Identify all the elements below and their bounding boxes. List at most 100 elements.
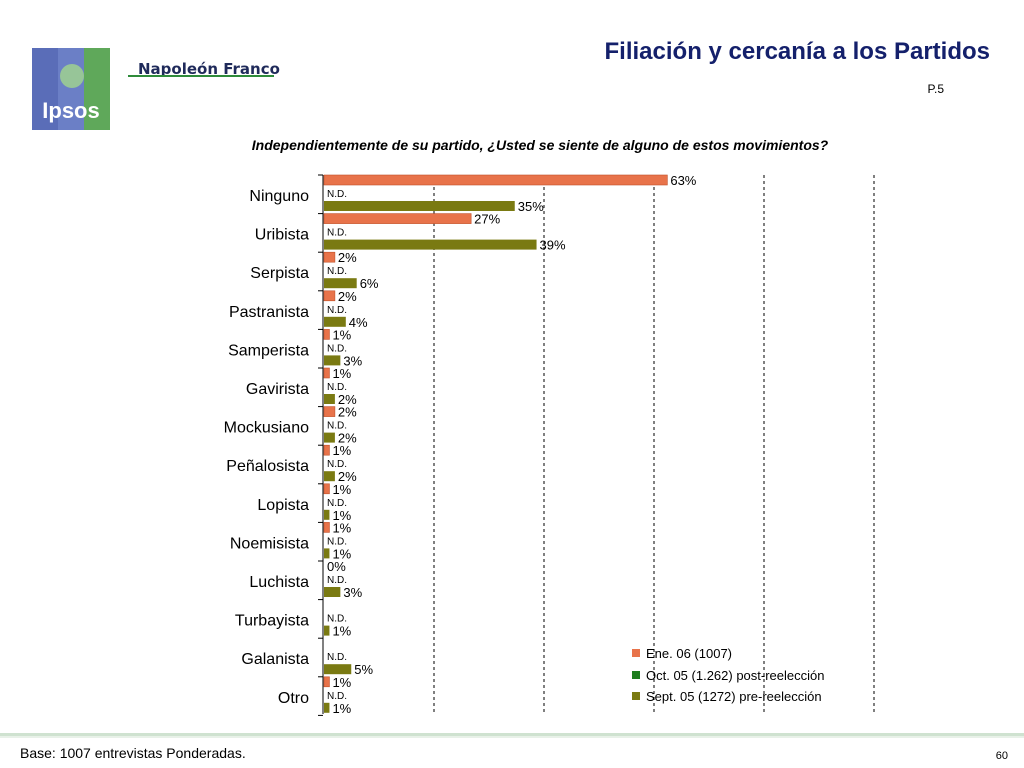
- nd-label: N.D.: [327, 652, 347, 663]
- category-label: Lopista: [257, 497, 309, 514]
- legend-item-oct: Oct. 05 (1.262) post-reelección: [632, 668, 824, 683]
- data-label: 2%: [338, 405, 357, 420]
- category-label: Serpista: [250, 265, 309, 282]
- data-label: 1%: [332, 701, 351, 716]
- data-label: 35%: [518, 199, 544, 214]
- bar-0: [323, 251, 336, 263]
- data-label: 27%: [474, 212, 500, 227]
- brand-underline: [128, 75, 274, 77]
- category-label: Noemisista: [230, 535, 309, 552]
- legend-label-sept: Sept. 05 (1272) pre-reelección: [646, 689, 822, 704]
- data-label: 63%: [670, 173, 696, 188]
- category-label: Luchista: [249, 574, 309, 591]
- category-label: Gavirista: [246, 381, 309, 398]
- data-label: 1%: [332, 675, 351, 690]
- bar-0: [323, 213, 472, 224]
- data-label: 3%: [343, 353, 362, 368]
- page-reference: P.5: [927, 82, 944, 96]
- data-label: 2%: [338, 392, 357, 407]
- bar-2: [324, 548, 330, 559]
- nd-label: N.D.: [327, 421, 347, 432]
- nd-label: N.D.: [327, 382, 347, 393]
- nd-label: N.D.: [327, 189, 347, 200]
- data-label: 2%: [338, 469, 357, 484]
- nd-label: N.D.: [327, 536, 347, 547]
- legend-label-ene: Ene. 06 (1007): [646, 646, 733, 661]
- legend-swatch-ene: [632, 649, 640, 657]
- data-label: 39%: [540, 238, 566, 253]
- bar-0: [323, 367, 330, 379]
- slide-number: 60: [995, 750, 1008, 762]
- data-label: 6%: [360, 276, 379, 291]
- bar-0: [323, 290, 336, 302]
- data-label: 2%: [338, 289, 357, 304]
- bar-2: [324, 702, 330, 713]
- bar-2: [324, 201, 515, 211]
- bar-2: [324, 587, 341, 597]
- bar-0: [323, 444, 330, 456]
- nd-label: N.D.: [327, 614, 347, 625]
- bar-0: [323, 483, 330, 495]
- data-label: 4%: [349, 315, 368, 330]
- bar-2: [324, 355, 341, 366]
- footer-divider-shadow: [0, 736, 1024, 738]
- data-label: 1%: [332, 508, 351, 523]
- bar-2: [324, 394, 335, 404]
- bar-0: [323, 676, 330, 688]
- page-title: Filiación y cercanía a los Partidos: [604, 38, 991, 65]
- data-label: 2%: [338, 250, 357, 265]
- data-label: 1%: [332, 443, 351, 458]
- category-label: Galanista: [241, 651, 309, 668]
- legend-item-sept: Sept. 05 (1272) pre-reelección: [632, 689, 822, 704]
- legend-swatch-oct: [632, 671, 640, 679]
- base-note: Base: 1007 entrevistas Ponderadas.: [20, 745, 246, 761]
- category-label: Peñalosista: [226, 458, 309, 475]
- bar-0: [323, 522, 330, 533]
- nd-label: N.D.: [327, 575, 347, 586]
- data-label: 2%: [338, 431, 357, 446]
- bar-2: [324, 432, 335, 443]
- category-label: Mockusiano: [224, 420, 309, 437]
- footer-divider: [0, 733, 1024, 736]
- bar-0: [323, 329, 330, 340]
- nd-label: N.D.: [327, 305, 347, 316]
- bar-0: [323, 406, 336, 417]
- ipsos-logo: Ipsos: [32, 48, 110, 130]
- data-label: 5%: [354, 662, 373, 677]
- data-label: 1%: [332, 520, 351, 535]
- bar-2: [324, 509, 330, 520]
- bar-0: [323, 174, 668, 186]
- category-label: Ninguno: [249, 188, 309, 205]
- nd-label: N.D.: [327, 228, 347, 239]
- nd-label: N.D.: [327, 498, 347, 509]
- logo-text: Ipsos: [42, 98, 99, 123]
- category-label: Uribista: [255, 227, 309, 244]
- nd-label: N.D.: [327, 266, 347, 277]
- bar-2: [324, 625, 330, 636]
- nd-label: N.D.: [327, 691, 347, 702]
- category-label: Pastranista: [229, 304, 309, 321]
- data-label: 1%: [332, 482, 351, 497]
- nd-label: N.D.: [327, 459, 347, 470]
- data-label: 1%: [332, 546, 351, 561]
- legend-swatch-sept: [632, 692, 640, 700]
- data-label: 1%: [332, 327, 351, 342]
- data-label: 1%: [332, 624, 351, 639]
- data-label: 1%: [332, 366, 351, 381]
- legend-label-oct: Oct. 05 (1.262) post-reelección: [646, 668, 825, 683]
- chart-legend: Ene. 06 (1007) Oct. 05 (1.262) post-reel…: [626, 642, 876, 712]
- category-label: Turbayista: [235, 613, 309, 630]
- bar-2: [324, 239, 537, 250]
- data-label: 0%: [327, 559, 346, 574]
- survey-question: Independientemente de su partido, ¿Usted…: [251, 137, 829, 153]
- bar-2: [324, 316, 346, 327]
- nd-label: N.D.: [327, 343, 347, 354]
- bar-2: [324, 664, 352, 675]
- category-label: Otro: [278, 690, 309, 707]
- brand-name: Napoleón Franco: [138, 60, 280, 78]
- category-label: Samperista: [228, 342, 309, 359]
- bar-2: [324, 278, 357, 289]
- legend-item-ene: Ene. 06 (1007): [632, 646, 732, 661]
- data-label: 3%: [343, 585, 362, 600]
